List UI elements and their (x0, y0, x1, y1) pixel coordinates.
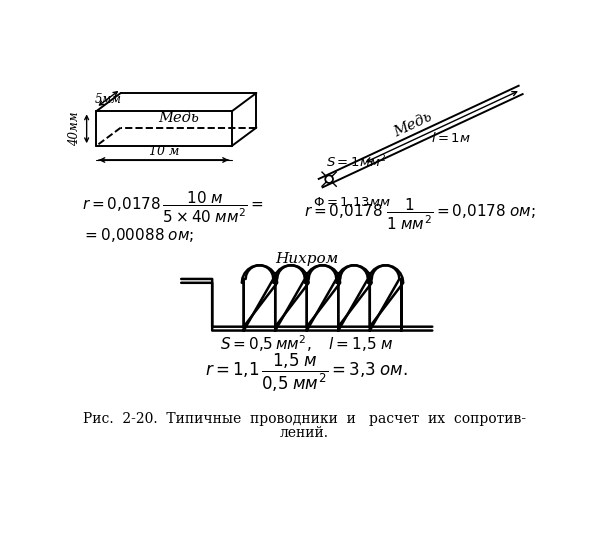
Text: Медь: Медь (391, 110, 434, 140)
Text: 10 м: 10 м (148, 145, 179, 158)
Text: $\Phi=1{,}13мм$: $\Phi=1{,}13мм$ (313, 195, 391, 209)
Text: 40мм: 40мм (68, 112, 81, 146)
Text: Рис.  2-20.  Типичные  проводники  и   расчет  их  сопротив-: Рис. 2-20. Типичные проводники и расчет … (83, 412, 526, 426)
Text: $r = 0{,}0178\;\dfrac{1}{1\;\mathit{мм}^2} = 0{,}0178\;\mathit{ом};$: $r = 0{,}0178\;\dfrac{1}{1\;\mathit{мм}^… (304, 196, 536, 232)
Text: Нихром: Нихром (275, 252, 339, 267)
Text: Медь: Медь (158, 111, 199, 125)
Circle shape (326, 175, 333, 183)
Text: $l=1м$: $l=1м$ (431, 131, 470, 145)
Text: $S=1мм^2$: $S=1мм^2$ (326, 153, 387, 170)
Text: $S=0{,}5\,мм^2,\quad l=1{,}5\;м$: $S=0{,}5\,мм^2,\quad l=1{,}5\;м$ (220, 333, 393, 354)
Text: 5мм: 5мм (95, 92, 122, 106)
Text: лений.: лений. (280, 426, 329, 440)
Text: $r = 0{,}0178\,\dfrac{10\;\mathit{м}}{5 \times 40\;\mathit{мм}^2}=$: $r = 0{,}0178\,\dfrac{10\;\mathit{м}}{5 … (82, 190, 264, 225)
Text: $= 0{,}00088\;\mathit{ом};$: $= 0{,}00088\;\mathit{ом};$ (82, 226, 194, 244)
Text: $r = 1{,}1\,\dfrac{1{,}5\;\mathit{м}}{0{,}5\;\mathit{мм}^2} = 3{,}3\;\mathit{ом}: $r = 1{,}1\,\dfrac{1{,}5\;\mathit{м}}{0{… (206, 352, 408, 394)
